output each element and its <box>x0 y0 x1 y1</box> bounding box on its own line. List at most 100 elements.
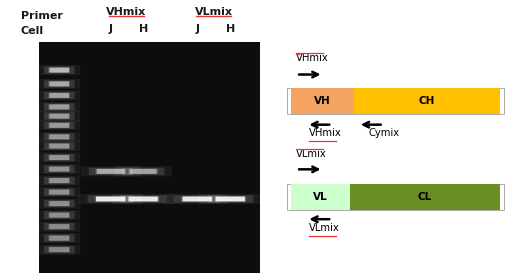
FancyBboxPatch shape <box>165 194 229 204</box>
FancyBboxPatch shape <box>49 224 69 229</box>
FancyBboxPatch shape <box>38 221 80 232</box>
FancyBboxPatch shape <box>182 196 212 201</box>
FancyBboxPatch shape <box>38 141 80 151</box>
FancyBboxPatch shape <box>38 132 80 142</box>
FancyBboxPatch shape <box>127 196 159 202</box>
FancyBboxPatch shape <box>129 169 158 174</box>
FancyBboxPatch shape <box>44 133 75 141</box>
FancyBboxPatch shape <box>181 196 213 202</box>
FancyBboxPatch shape <box>215 196 245 201</box>
Text: VLmix: VLmix <box>195 7 233 17</box>
FancyBboxPatch shape <box>48 247 70 252</box>
FancyBboxPatch shape <box>44 246 75 253</box>
Text: VLmix: VLmix <box>296 149 327 159</box>
FancyBboxPatch shape <box>214 196 246 202</box>
FancyBboxPatch shape <box>49 213 69 218</box>
FancyBboxPatch shape <box>44 92 75 99</box>
Bar <box>353 88 500 114</box>
FancyBboxPatch shape <box>120 195 166 203</box>
FancyBboxPatch shape <box>96 196 126 201</box>
FancyBboxPatch shape <box>49 68 69 73</box>
FancyBboxPatch shape <box>48 104 70 110</box>
Text: H: H <box>226 24 235 34</box>
FancyBboxPatch shape <box>130 169 157 174</box>
FancyBboxPatch shape <box>38 79 80 89</box>
FancyBboxPatch shape <box>49 123 69 128</box>
FancyBboxPatch shape <box>44 177 75 184</box>
FancyBboxPatch shape <box>44 165 75 173</box>
FancyBboxPatch shape <box>174 195 220 203</box>
FancyBboxPatch shape <box>44 188 75 196</box>
FancyBboxPatch shape <box>38 210 80 220</box>
Text: CH: CH <box>418 96 435 106</box>
FancyBboxPatch shape <box>49 81 69 86</box>
FancyBboxPatch shape <box>44 154 75 161</box>
FancyBboxPatch shape <box>49 104 69 109</box>
FancyBboxPatch shape <box>48 166 70 172</box>
FancyBboxPatch shape <box>48 189 70 195</box>
FancyBboxPatch shape <box>49 236 69 241</box>
FancyBboxPatch shape <box>48 143 70 149</box>
FancyBboxPatch shape <box>38 198 80 209</box>
FancyBboxPatch shape <box>48 134 70 139</box>
FancyBboxPatch shape <box>48 155 70 160</box>
Bar <box>39 42 260 273</box>
Text: H: H <box>139 24 148 34</box>
FancyBboxPatch shape <box>95 169 126 174</box>
Bar <box>291 184 350 210</box>
Text: CL: CL <box>418 192 432 202</box>
FancyBboxPatch shape <box>49 144 69 149</box>
Text: Cymix: Cymix <box>368 128 399 138</box>
FancyBboxPatch shape <box>38 187 80 197</box>
FancyBboxPatch shape <box>48 212 70 218</box>
FancyBboxPatch shape <box>49 201 69 206</box>
FancyBboxPatch shape <box>38 65 80 75</box>
FancyBboxPatch shape <box>48 113 70 119</box>
FancyBboxPatch shape <box>112 194 175 204</box>
FancyBboxPatch shape <box>199 194 262 204</box>
Text: VHmix: VHmix <box>106 7 146 17</box>
FancyBboxPatch shape <box>38 152 80 163</box>
FancyBboxPatch shape <box>97 169 125 174</box>
FancyBboxPatch shape <box>49 114 69 119</box>
FancyBboxPatch shape <box>48 123 70 128</box>
FancyBboxPatch shape <box>122 168 164 175</box>
FancyBboxPatch shape <box>38 233 80 243</box>
Bar <box>291 88 353 114</box>
FancyBboxPatch shape <box>48 224 70 229</box>
FancyBboxPatch shape <box>44 223 75 230</box>
FancyBboxPatch shape <box>48 235 70 241</box>
Text: VH: VH <box>314 96 331 106</box>
FancyBboxPatch shape <box>88 195 134 203</box>
FancyBboxPatch shape <box>44 103 75 111</box>
FancyBboxPatch shape <box>49 178 69 183</box>
FancyBboxPatch shape <box>49 155 69 160</box>
FancyBboxPatch shape <box>44 234 75 242</box>
Bar <box>287 88 504 114</box>
FancyBboxPatch shape <box>48 178 70 183</box>
Text: Primer: Primer <box>21 11 62 21</box>
FancyBboxPatch shape <box>49 190 69 195</box>
FancyBboxPatch shape <box>48 67 70 73</box>
FancyBboxPatch shape <box>49 167 69 172</box>
FancyBboxPatch shape <box>38 120 80 130</box>
FancyBboxPatch shape <box>129 196 158 201</box>
FancyBboxPatch shape <box>49 134 69 139</box>
FancyBboxPatch shape <box>49 93 69 98</box>
FancyBboxPatch shape <box>38 175 80 186</box>
FancyBboxPatch shape <box>114 166 172 176</box>
FancyBboxPatch shape <box>44 211 75 219</box>
FancyBboxPatch shape <box>79 194 142 204</box>
FancyBboxPatch shape <box>44 112 75 120</box>
FancyBboxPatch shape <box>48 201 70 206</box>
FancyBboxPatch shape <box>44 66 75 74</box>
Text: VL: VL <box>314 192 328 202</box>
FancyBboxPatch shape <box>89 168 133 175</box>
FancyBboxPatch shape <box>38 164 80 174</box>
FancyBboxPatch shape <box>38 111 80 121</box>
Text: VHmix: VHmix <box>296 53 329 63</box>
FancyBboxPatch shape <box>48 93 70 98</box>
FancyBboxPatch shape <box>44 200 75 207</box>
Text: VLmix: VLmix <box>309 223 340 233</box>
FancyBboxPatch shape <box>38 244 80 255</box>
